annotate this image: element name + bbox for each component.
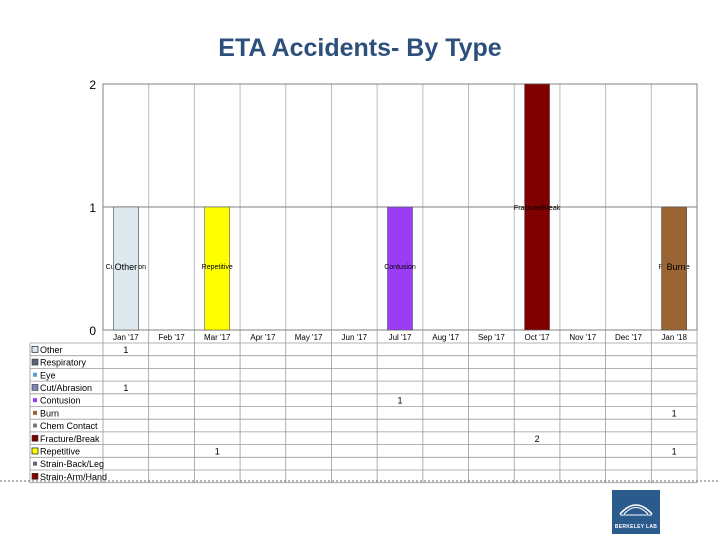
data-label: Burn xyxy=(667,262,686,272)
x-tick-label: Nov '17 xyxy=(569,333,596,342)
data-label: Other xyxy=(115,262,138,272)
legend-key-strain-back-leg xyxy=(33,461,37,466)
data-label: Repetitive xyxy=(202,264,233,271)
y-tick-label: 0 xyxy=(89,324,96,338)
bar-segment-fracture-break xyxy=(524,83,550,331)
table-cell-value: 1 xyxy=(672,408,677,418)
legend-label: Eye xyxy=(40,370,56,380)
legend-key-respiratory xyxy=(31,358,39,366)
x-tick-label: Jul '17 xyxy=(389,333,412,342)
legend-label: Strain-Back/Leg xyxy=(40,459,104,469)
legend-label: Strain-Arm/Hand xyxy=(40,472,107,482)
table-cell-value: 1 xyxy=(215,446,220,456)
legend-key-other xyxy=(31,345,39,353)
x-tick-label: Mar '17 xyxy=(204,333,231,342)
x-tick-label: Apr '17 xyxy=(250,333,276,342)
legend-key-burn xyxy=(33,410,37,415)
data-label: Fracture/Break xyxy=(514,205,561,212)
table-cell-value: 1 xyxy=(397,396,402,406)
table-cell-value: 1 xyxy=(672,446,677,456)
x-tick-label: Aug '17 xyxy=(432,333,459,342)
legend-label: Other xyxy=(40,345,63,355)
x-tick-label: May '17 xyxy=(295,333,323,342)
legend-key-eye xyxy=(33,372,37,377)
x-tick-label: Dec '17 xyxy=(615,333,642,342)
bar-segment-other xyxy=(113,206,139,331)
x-tick-label: Jan '18 xyxy=(661,333,687,342)
table-cell-value: 1 xyxy=(123,383,128,393)
bar-segment-contusion xyxy=(387,206,413,331)
x-tick-label: Jan '17 xyxy=(113,333,139,342)
data-label: Contusion xyxy=(384,264,416,271)
x-tick-label: Sep '17 xyxy=(478,333,505,342)
legend-label: Respiratory xyxy=(40,358,87,368)
table-cell-value: 1 xyxy=(123,345,128,355)
chart-title: ETA Accidents- By Type xyxy=(218,34,502,62)
y-tick-label: 1 xyxy=(89,201,96,215)
legend-label: Chem Contact xyxy=(40,421,98,431)
legend-label: Repetitive xyxy=(40,446,80,456)
legend-key-chem-contact xyxy=(33,423,37,428)
legend-label: Cut/Abrasion xyxy=(40,383,92,393)
legend-label: Burn xyxy=(40,408,59,418)
bar-segment-repetitive xyxy=(204,206,231,331)
berkeley-lab-logo: BERKELEY LAB xyxy=(612,490,660,534)
logo-arc-icon xyxy=(619,504,653,516)
x-tick-label: Oct '17 xyxy=(525,333,551,342)
bar-segment-burn xyxy=(661,206,687,331)
legend-key-cut-abrasion xyxy=(31,384,39,391)
legend-key-fracture-break xyxy=(31,434,39,442)
y-tick-label: 2 xyxy=(89,78,96,92)
legend-label: Fracture/Break xyxy=(40,434,100,444)
x-tick-label: Feb '17 xyxy=(158,333,185,342)
legend-key-repetitive xyxy=(31,447,39,455)
logo-text: BERKELEY LAB xyxy=(614,524,658,530)
table-cell-value: 2 xyxy=(535,434,540,444)
legend-label: Contusion xyxy=(40,396,81,406)
legend-key-strain-arm-hand xyxy=(31,473,39,480)
x-tick-label: Jun '17 xyxy=(342,333,368,342)
legend-key-contusion xyxy=(33,398,37,403)
